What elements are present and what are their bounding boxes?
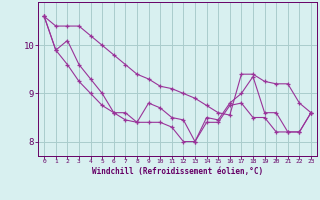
X-axis label: Windchill (Refroidissement éolien,°C): Windchill (Refroidissement éolien,°C)	[92, 167, 263, 176]
